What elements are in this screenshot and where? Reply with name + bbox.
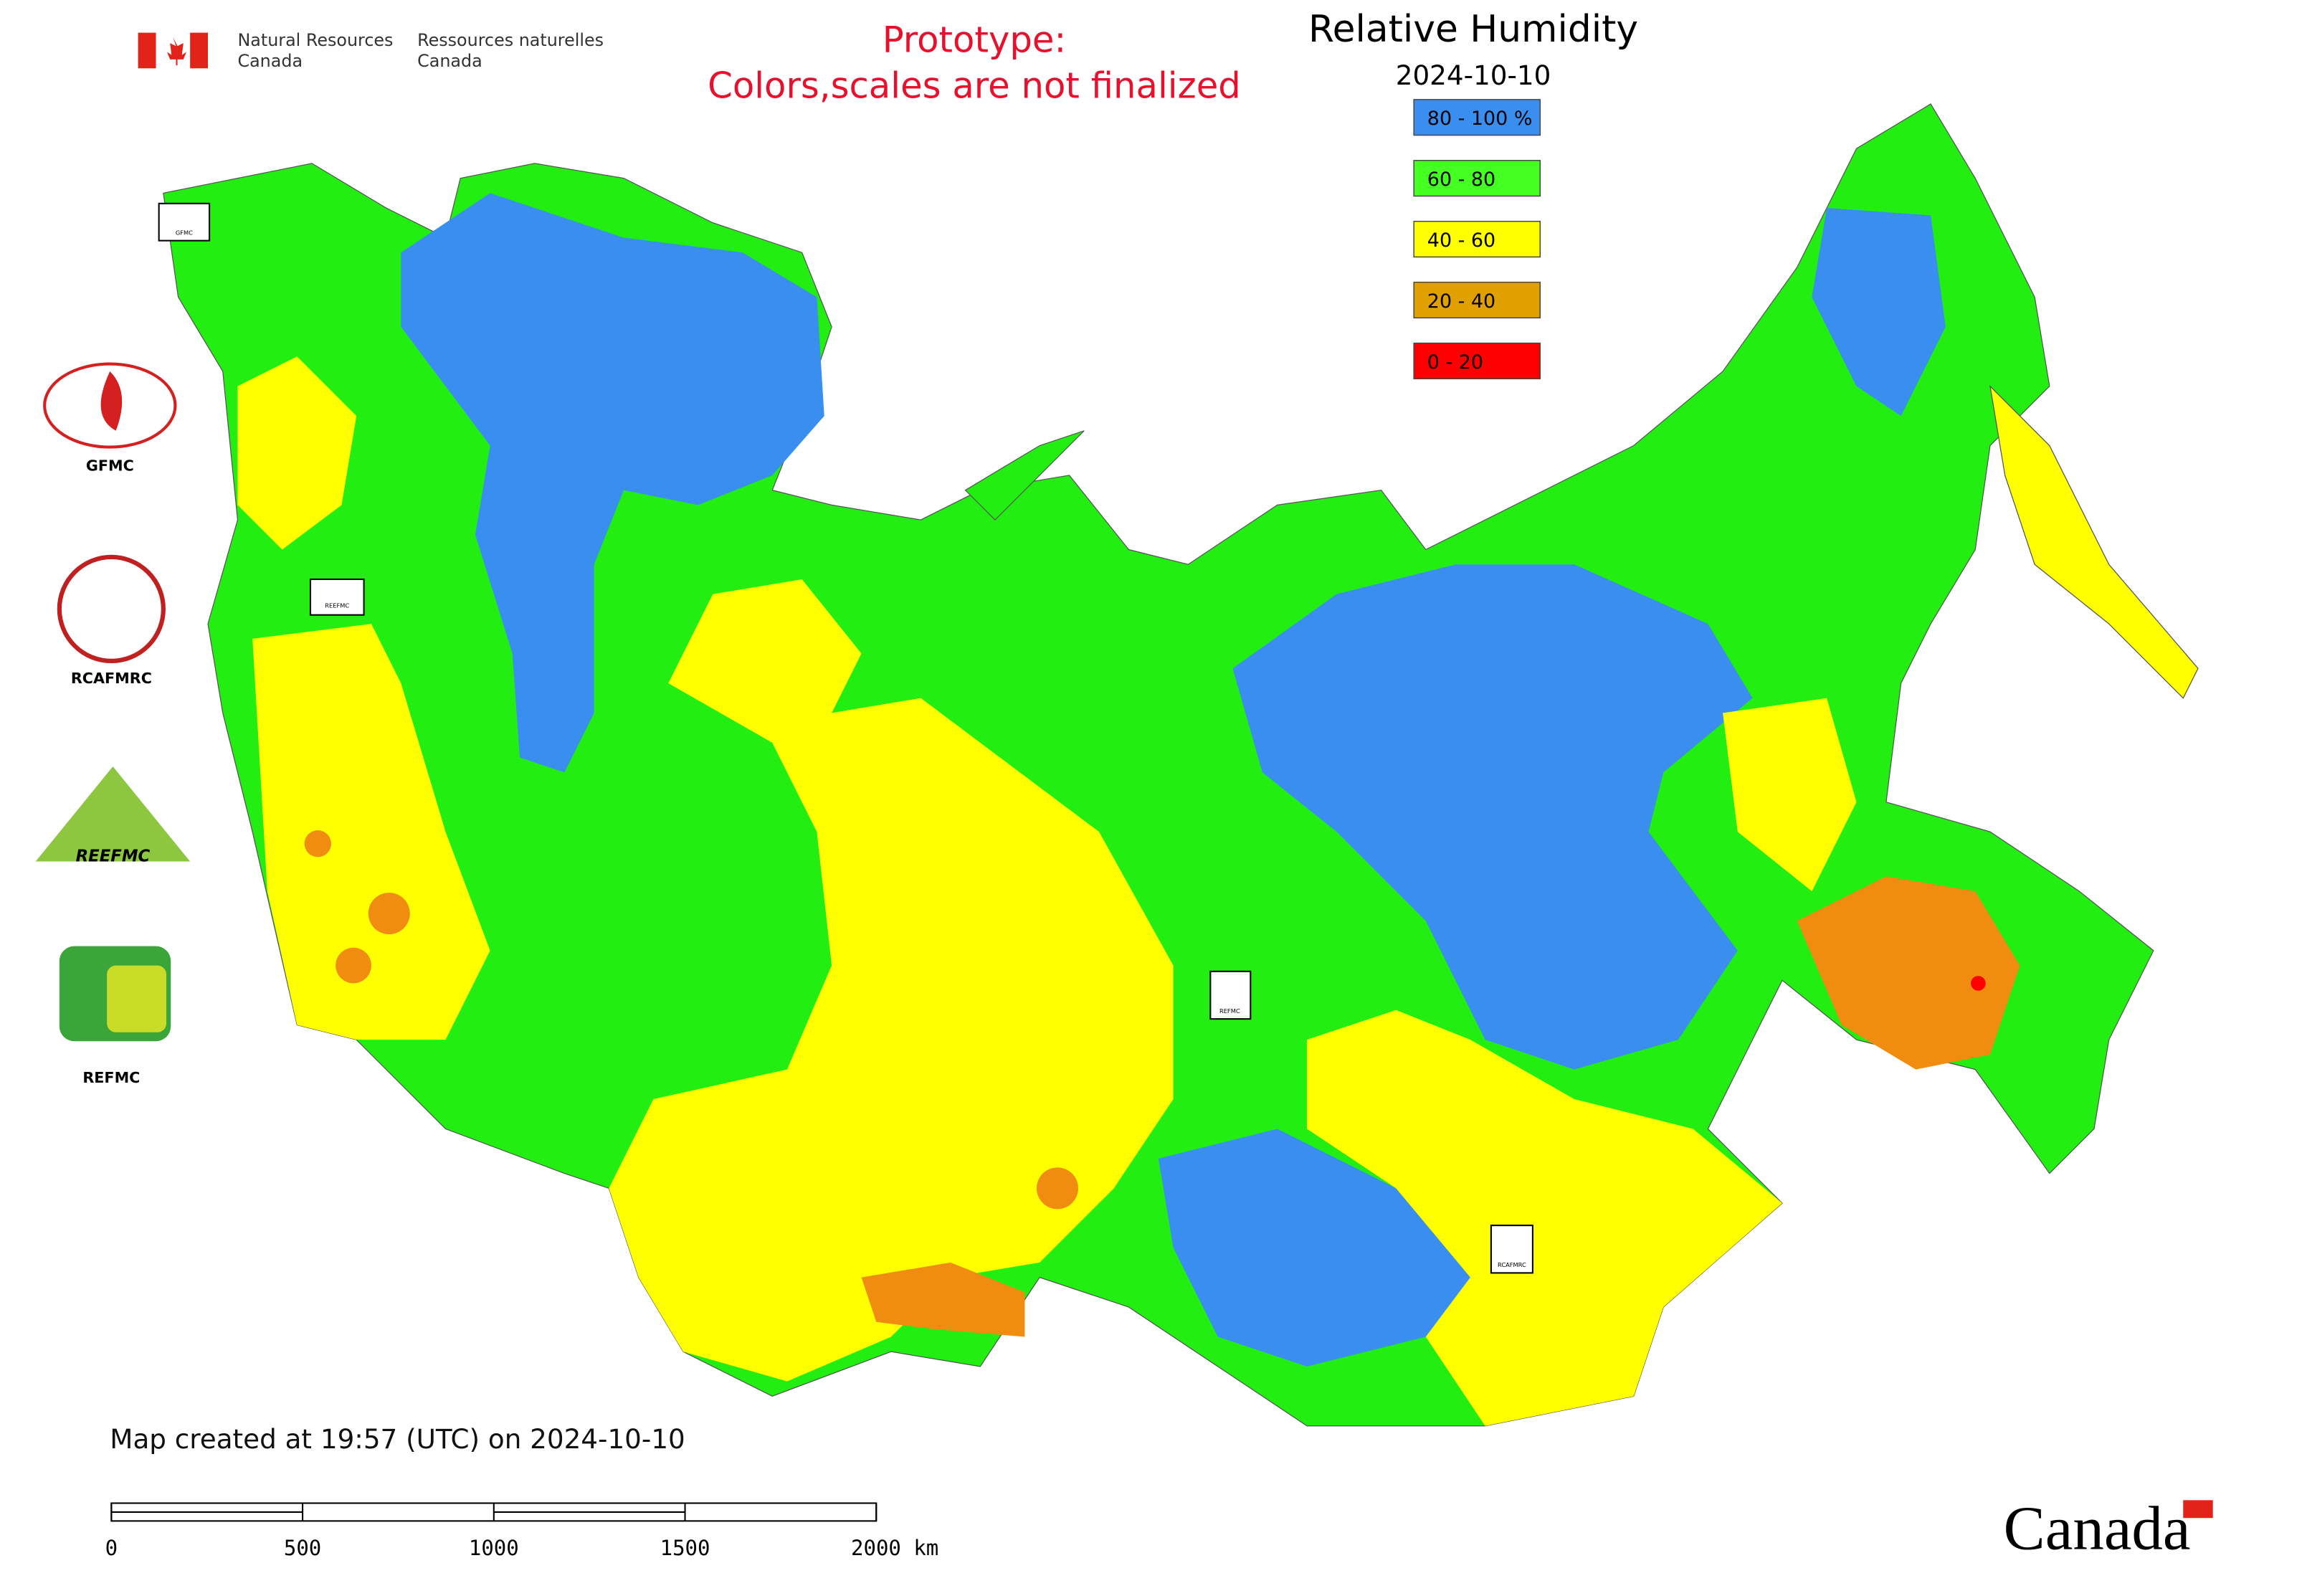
humidity-zone-orange bbox=[1036, 1167, 1078, 1210]
legend-label: 0 - 20 bbox=[1427, 351, 1483, 374]
humidity-zone-red bbox=[1971, 976, 1986, 991]
legend-swatch bbox=[1413, 220, 1541, 258]
map-icons: GFMC REEFMC REFMC RCAFMRC bbox=[158, 202, 1533, 1274]
scale-bar: 0 500 1000 1500 2000 km bbox=[105, 1502, 938, 1560]
humidity-zone-orange bbox=[368, 893, 410, 935]
rcafmrc-logo bbox=[57, 554, 166, 664]
scale-label: 1000 bbox=[469, 1536, 519, 1560]
dept-en: Canada bbox=[237, 51, 303, 71]
legend-label: 80 - 100 % bbox=[1427, 108, 1533, 130]
side-logos: GFMC RCAFMRC REEFMC REFMC bbox=[35, 362, 191, 1086]
humidity-zone-blue bbox=[1812, 208, 1946, 417]
icon-label: REEFMC bbox=[325, 602, 349, 609]
legend-swatch bbox=[1413, 281, 1541, 319]
land bbox=[1989, 384, 2199, 699]
notice: Colors,scales are not finalized bbox=[708, 65, 1241, 107]
flame bbox=[100, 371, 123, 431]
icon-box bbox=[1209, 970, 1252, 1020]
icon-label: GFMC bbox=[176, 229, 193, 236]
reefmc-logo bbox=[35, 766, 191, 862]
legend-label: 60 - 80 bbox=[1427, 168, 1495, 191]
scale-label: 2000 km bbox=[851, 1536, 938, 1560]
land bbox=[964, 430, 1085, 521]
logo-label: GFMC bbox=[86, 457, 134, 475]
humidity-zone-blue bbox=[1232, 564, 1753, 1070]
humidity-zone-yellow bbox=[1307, 1010, 1782, 1426]
dept-fr: Ressources naturelles bbox=[417, 30, 604, 50]
nrcan-signature: Natural Resources Canada Ressources natu… bbox=[138, 30, 604, 71]
logo-label: RCAFMRC bbox=[71, 670, 152, 687]
gfmc-logo bbox=[43, 362, 177, 449]
icon-label: REFMC bbox=[1219, 1007, 1240, 1015]
logo-label: REFMC bbox=[82, 1069, 140, 1086]
legend-swatch bbox=[1413, 342, 1541, 380]
notice: Prototype: bbox=[883, 19, 1067, 61]
scale-label: 1500 bbox=[660, 1536, 710, 1560]
map-title: Relative Humidity bbox=[1308, 8, 1638, 51]
wordmark-flag bbox=[2183, 1500, 2213, 1519]
humidity-zone-yellow bbox=[1723, 698, 1857, 891]
icon-label: RCAFMRC bbox=[1498, 1261, 1526, 1268]
logo-label: REEFMC bbox=[76, 847, 151, 866]
icon-box bbox=[158, 202, 211, 242]
flag-bar bbox=[190, 32, 209, 69]
map bbox=[163, 103, 2199, 1427]
humidity-zone-yellow bbox=[237, 356, 357, 550]
humidity-zone-orange bbox=[1797, 876, 2020, 1070]
humidity-zone-orange bbox=[304, 830, 331, 858]
scale-label: 0 bbox=[105, 1536, 118, 1560]
dept-en: Natural Resources bbox=[237, 30, 393, 50]
legend: 80 - 100 % 60 - 80 40 - 60 20 - 40 0 - 20 bbox=[1413, 99, 1541, 380]
humidity-zone-orange bbox=[336, 947, 371, 984]
maple-leaf bbox=[167, 37, 186, 66]
map-date: 2024-10-10 bbox=[1396, 60, 1551, 91]
humidity-zone-orange bbox=[861, 1262, 1025, 1337]
humidity-zone-yellow bbox=[252, 624, 490, 1040]
refmc-logo-part bbox=[107, 965, 167, 1032]
scale-label: 500 bbox=[284, 1536, 321, 1560]
icon-box bbox=[1490, 1225, 1533, 1274]
icon-box bbox=[309, 578, 365, 616]
humidity-zone-blue bbox=[401, 193, 824, 773]
dept-fr: Canada bbox=[417, 51, 482, 71]
flag-bar bbox=[138, 32, 156, 69]
created-note: Map created at 19:57 (UTC) on 2024-10-10 bbox=[110, 1423, 685, 1455]
legend-label: 40 - 60 bbox=[1427, 229, 1495, 252]
legend-swatch bbox=[1413, 99, 1541, 136]
humidity-zone-yellow bbox=[609, 579, 1174, 1382]
humidity-zone-blue bbox=[1158, 1129, 1470, 1367]
legend-label: 20 - 40 bbox=[1427, 290, 1495, 313]
legend-swatch bbox=[1413, 160, 1541, 197]
canada-wordmark: Canada bbox=[2004, 1493, 2191, 1563]
